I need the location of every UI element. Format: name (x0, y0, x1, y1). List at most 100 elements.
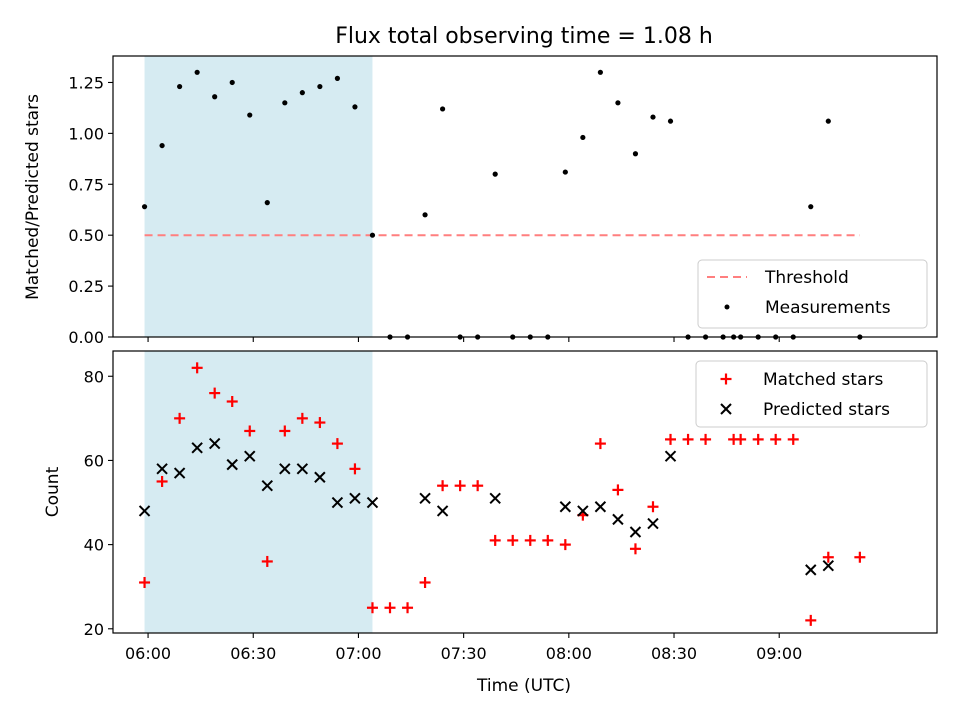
predicted-star-marker (366, 496, 379, 509)
predicted-star-marker (419, 492, 431, 505)
predicted-star-marker (559, 501, 572, 513)
matched-star-marker (419, 576, 431, 588)
top-chart-title: Flux total observing time = 1.08 h (335, 24, 713, 49)
predicted-star-marker (577, 505, 589, 517)
matched-star-marker (559, 539, 571, 551)
top-panel: Flux total observing time = 1.08 h 0.00 0… (23, 24, 938, 347)
top-y-tick-label: 1.25 (68, 73, 104, 92)
x-tick-label: 07:00 (335, 644, 381, 663)
matched-star-marker (454, 480, 466, 492)
measurement-point (422, 212, 428, 218)
measurement-point (299, 90, 305, 96)
predicted-star-marker (156, 463, 168, 475)
top-y-axis-label: Matched/Predicted stars (23, 94, 43, 300)
predicted-star-marker (331, 496, 344, 509)
matched-star-marker (752, 433, 764, 445)
legend-measurements-swatch (724, 304, 730, 310)
bottom-x-axis-ticks: 06:00 06:30 07:00 07:30 08:00 08:30 09:00 (125, 633, 802, 663)
predicted-star-marker (261, 479, 273, 492)
measurement-point (632, 151, 639, 157)
predicted-star-marker (629, 526, 642, 538)
bottom-y-tick-label: 60 (84, 451, 104, 470)
measurement-point (597, 69, 603, 75)
measurement-point (650, 114, 656, 120)
legend-measurements-label: Measurements (765, 298, 891, 318)
legend-threshold-label: Threshold (764, 268, 849, 288)
measurement-point (317, 83, 323, 90)
matched-star-marker (612, 484, 624, 496)
matched-star-marker (349, 463, 361, 475)
matched-star-marker (854, 551, 866, 563)
matched-star-marker (524, 534, 536, 546)
matched-star-marker (384, 602, 396, 614)
measurement-point (667, 118, 674, 124)
bottom-axes-frame (112, 350, 938, 634)
x-axis-label: Time (UTC) (476, 676, 571, 696)
matched-star-marker (665, 433, 677, 445)
measurement-point (440, 106, 446, 112)
predicted-star-marker (489, 492, 501, 505)
measurement-point (825, 118, 831, 124)
predicted-star-markers (138, 437, 835, 576)
matched-star-marker (489, 534, 501, 546)
matched-star-marker (507, 534, 519, 546)
matched-star-marker (244, 425, 256, 437)
top-y-tick-label: 0.25 (68, 277, 104, 296)
bottom-legend-box (695, 360, 928, 428)
x-tick-label: 09:00 (756, 644, 802, 663)
bottom-y-axis-label: Count (43, 466, 63, 517)
matched-star-marker (437, 480, 449, 492)
measurement-point (194, 69, 200, 75)
measurement-point (808, 204, 814, 210)
matched-star-marker (805, 614, 817, 626)
predicted-star-marker (664, 450, 677, 462)
x-tick-label: 08:30 (651, 644, 697, 663)
measurement-point (562, 169, 568, 175)
matched-star-marker (542, 534, 554, 546)
bottom-y-tick-label: 80 (84, 367, 104, 386)
predicted-star-marker (349, 492, 361, 505)
matched-star-marker (191, 362, 203, 374)
top-x-axis-ticks (147, 337, 780, 342)
legend-matched-swatch (720, 373, 732, 385)
matched-star-marker (787, 433, 799, 445)
top-y-tick-label: 0.00 (68, 328, 104, 347)
top-legend-box (697, 259, 928, 329)
measurement-point (264, 200, 270, 206)
matched-star-marker (402, 602, 414, 614)
predicted-star-marker (191, 442, 203, 454)
measurement-point (229, 79, 235, 86)
matched-star-marker (331, 438, 343, 450)
measurement-point (369, 232, 376, 238)
matched-star-marker (209, 387, 221, 399)
top-legend: Threshold Measurements (697, 259, 928, 329)
x-tick-label: 07:30 (441, 644, 487, 663)
predicted-star-marker (805, 564, 817, 576)
matched-star-marker (629, 543, 641, 555)
x-tick-label: 06:30 (230, 644, 276, 663)
predicted-star-marker (244, 450, 256, 462)
predicted-star-marker (279, 463, 291, 475)
matched-star-marker (296, 412, 308, 424)
bottom-y-tick-label: 40 (84, 536, 104, 555)
matched-star-marker (822, 551, 834, 563)
bottom-legend: Matched stars Predicted stars (695, 360, 928, 428)
matched-star-marker (314, 417, 326, 429)
top-y-tick-label: 0.50 (68, 226, 104, 245)
measurement-point (141, 204, 148, 210)
top-y-tick-label: 1.00 (68, 124, 104, 143)
predicted-star-marker (436, 505, 449, 517)
predicted-star-marker (647, 517, 659, 530)
measurement-point (159, 142, 165, 149)
matched-star-marker (735, 433, 747, 445)
x-tick-label: 06:00 (125, 644, 171, 663)
matched-star-marker (156, 475, 168, 487)
bottom-shaded-band (144, 351, 373, 633)
measurement-point (247, 112, 253, 118)
legend-predicted-marker (720, 403, 732, 415)
top-shaded-band (144, 56, 373, 337)
x-tick-label: 08:00 (546, 644, 592, 663)
matched-star-marker (261, 555, 273, 567)
measurement-point (492, 171, 498, 177)
